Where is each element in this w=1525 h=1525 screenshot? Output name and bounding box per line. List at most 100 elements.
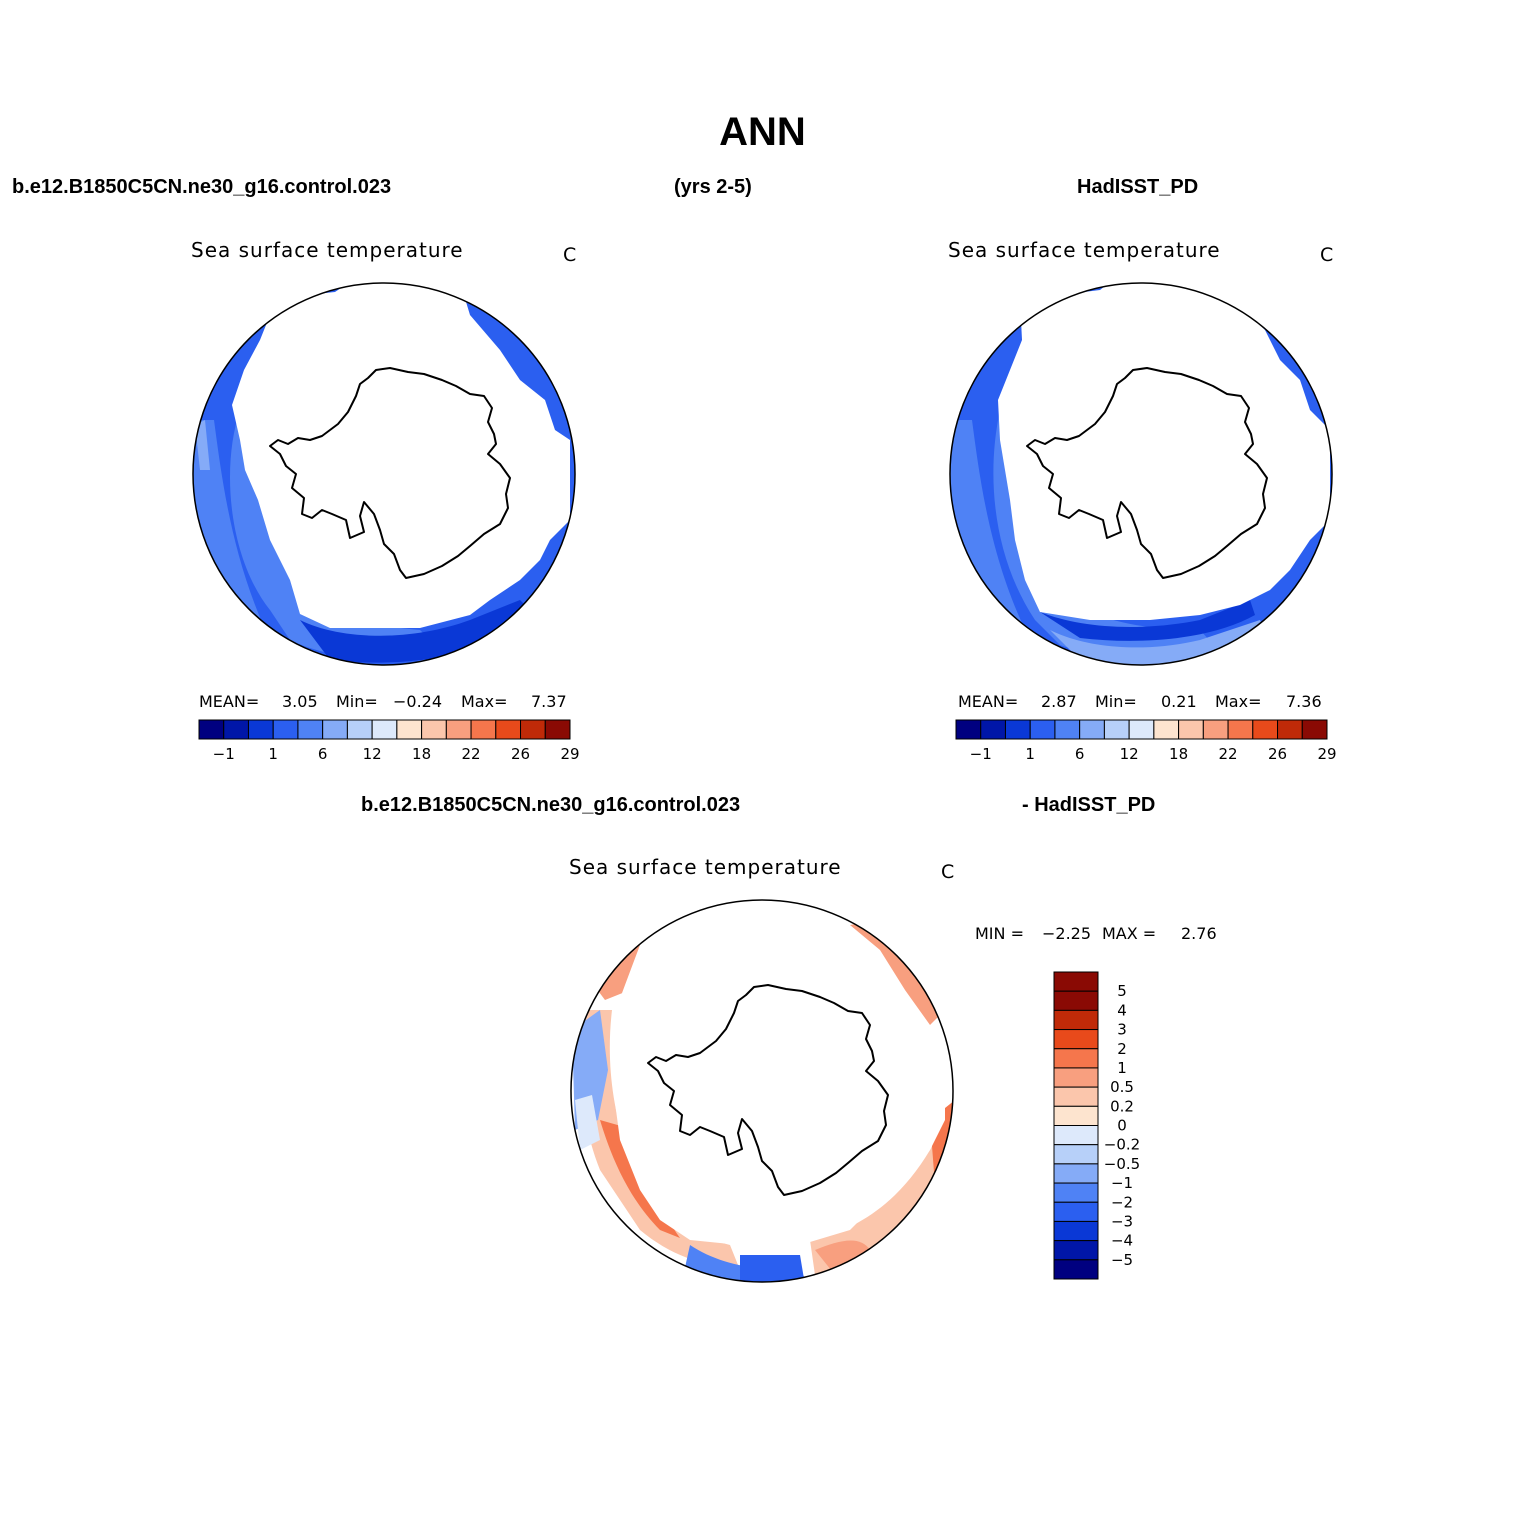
obs-mean-value: 2.87 bbox=[1041, 692, 1077, 711]
colorbar-swatch bbox=[445, 719, 472, 740]
model-map-border bbox=[192, 282, 576, 666]
colorbar-swatch bbox=[1053, 1240, 1099, 1261]
colorbar-swatch bbox=[1053, 1144, 1099, 1165]
colorbar-tick-label: −2 bbox=[1111, 1193, 1133, 1211]
diff-max-value: 2.76 bbox=[1181, 924, 1217, 943]
colorbar-tick-label: −0.5 bbox=[1104, 1155, 1140, 1173]
obs-cold-band bbox=[1040, 600, 1255, 641]
antarctica-coastline-path bbox=[269, 367, 511, 579]
colorbar-swatch bbox=[1053, 1201, 1099, 1222]
model-panel-title: Sea surface temperature bbox=[191, 238, 464, 262]
colorbar-swatch bbox=[1053, 1029, 1099, 1050]
colorbar-swatch bbox=[1053, 1086, 1099, 1107]
diff-antarctica-coastline bbox=[647, 984, 889, 1196]
model-mean-label: MEAN= bbox=[199, 692, 260, 711]
colorbar-swatch bbox=[1054, 719, 1081, 740]
colorbar-tick-label: −0.2 bbox=[1104, 1136, 1140, 1154]
diff-panel-title: Sea surface temperature bbox=[569, 855, 842, 879]
model-antarctica-coastline bbox=[269, 367, 511, 579]
colorbar-tick-label: 29 bbox=[1317, 745, 1336, 763]
colorbar-tick-label: −1 bbox=[213, 745, 235, 763]
colorbar-swatch bbox=[1277, 719, 1303, 740]
obs-panel-units: C bbox=[1320, 244, 1334, 266]
colorbar-tick-label: 6 bbox=[1075, 745, 1085, 763]
colorbar-tick-label: −1 bbox=[970, 745, 992, 763]
colorbar-swatch bbox=[1053, 1125, 1099, 1146]
colorbar-tick-label: 18 bbox=[412, 745, 431, 763]
colorbar-tick-label: 12 bbox=[363, 745, 382, 763]
colorbar-swatch bbox=[322, 719, 348, 740]
colorbar-tick-label: 1 bbox=[1025, 745, 1035, 763]
colorbar-tick-label: 0.2 bbox=[1110, 1097, 1134, 1115]
colorbar-swatch bbox=[1053, 1048, 1099, 1069]
obs-map bbox=[949, 282, 1333, 666]
colorbar-tick-label: 18 bbox=[1169, 745, 1188, 763]
model-panel-units: C bbox=[563, 244, 577, 266]
colorbar-swatch bbox=[1103, 719, 1130, 740]
obs-map-border bbox=[949, 282, 1333, 666]
colorbar-tick-label: 4 bbox=[1117, 1001, 1127, 1019]
antarctica-coastline-path bbox=[1026, 367, 1268, 579]
colorbar-swatch bbox=[1128, 719, 1155, 740]
colorbar-tick-label: 1 bbox=[268, 745, 278, 763]
diff-max-label: MAX = bbox=[1102, 924, 1157, 943]
colorbar-swatch bbox=[1053, 1009, 1099, 1031]
colorbar-swatch bbox=[1178, 719, 1204, 740]
obs-panel-title: Sea surface temperature bbox=[948, 238, 1221, 262]
diff-warm-patch-east bbox=[815, 1240, 870, 1275]
colorbar-swatch bbox=[346, 719, 373, 740]
diff-min-value: −2.25 bbox=[1042, 924, 1092, 943]
colorbar-swatch bbox=[1053, 1105, 1099, 1126]
diff-cold-sector-south bbox=[740, 1255, 805, 1282]
colorbar-swatch bbox=[1301, 719, 1328, 740]
colorbar-swatch bbox=[1004, 719, 1031, 740]
obs-antarctica-coastline bbox=[1026, 367, 1268, 579]
diff-sea-ice-mask bbox=[612, 925, 945, 1245]
diff-panel-units: C bbox=[941, 861, 955, 883]
colorbar-swatch bbox=[1029, 719, 1056, 740]
colorbar-swatch bbox=[980, 719, 1006, 740]
left-case-header: b.e12.B1850C5CN.ne30_g16.control.023 bbox=[12, 176, 392, 198]
colorbar-swatch bbox=[272, 719, 299, 740]
colorbar-swatch bbox=[955, 719, 982, 740]
model-min-label: Min= bbox=[336, 692, 378, 711]
model-sea-ice-mask bbox=[232, 283, 570, 628]
colorbar-swatch bbox=[1053, 1067, 1099, 1088]
colorbar-tick-label: 0 bbox=[1117, 1117, 1127, 1135]
diff-case-header: b.e12.B1850C5CN.ne30_g16.control.023 bbox=[361, 794, 741, 816]
obs-min-label: Min= bbox=[1095, 692, 1137, 711]
colorbar-tick-label: 6 bbox=[318, 745, 328, 763]
colorbar-swatch bbox=[470, 719, 497, 740]
colorbar-swatch bbox=[1053, 971, 1099, 992]
obs-colorbar: −1 1 6 12 18 22 26 29 bbox=[955, 719, 1337, 763]
colorbar-swatch bbox=[1153, 719, 1180, 740]
model-warmest-patch bbox=[195, 420, 210, 470]
colorbar-tick-label: 3 bbox=[1117, 1021, 1127, 1039]
colorbar-tick-label: −4 bbox=[1111, 1232, 1133, 1250]
diff-map-border bbox=[570, 899, 954, 1283]
model-warm-band bbox=[230, 410, 450, 661]
colorbar-tick-label: 22 bbox=[1219, 745, 1238, 763]
diff-warm-sector-northeast bbox=[850, 920, 945, 1025]
model-map bbox=[192, 282, 576, 666]
colorbar-tick-label: 5 bbox=[1117, 982, 1127, 1000]
colorbar-tick-label: 2 bbox=[1117, 1040, 1127, 1058]
colorbar-tick-label: 12 bbox=[1120, 745, 1139, 763]
diff-map bbox=[570, 899, 954, 1283]
years-header: (yrs 2-5) bbox=[674, 176, 752, 198]
colorbar-tick-label: 26 bbox=[1268, 745, 1287, 763]
colorbar-swatch bbox=[1053, 1220, 1099, 1242]
colorbar-swatch bbox=[1053, 990, 1099, 1011]
obs-mean-label: MEAN= bbox=[958, 692, 1019, 711]
colorbar-swatch bbox=[223, 719, 249, 740]
colorbar-tick-label: −3 bbox=[1111, 1212, 1133, 1230]
model-colorbar: −1 1 6 12 18 22 26 29 bbox=[198, 719, 580, 763]
colorbar-tick-label: 29 bbox=[560, 745, 579, 763]
colorbar-swatch bbox=[544, 719, 571, 740]
colorbar-swatch bbox=[495, 719, 522, 740]
colorbar-swatch bbox=[421, 719, 447, 740]
obs-max-value: 7.36 bbox=[1286, 692, 1322, 711]
colorbar-tick-label: −1 bbox=[1111, 1174, 1133, 1192]
obs-min-value: 0.21 bbox=[1161, 692, 1197, 711]
